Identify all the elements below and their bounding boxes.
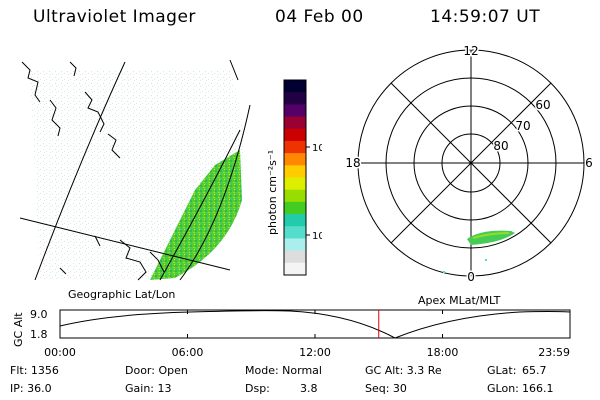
time-ticks [187,310,443,338]
sequence-number: Seq: 30 [365,382,407,395]
colorbar-graphic: 100 10 photon cm⁻²s⁻¹ [266,79,322,276]
gc-altitude: GC Alt: 3.3 Re [365,364,442,377]
door-status: Door: Open [125,364,188,377]
colorbar-stripe [284,214,306,227]
colorbar-stripe [284,80,306,93]
colorbar-stripe [284,104,306,118]
colorbar-stripe [284,238,306,252]
speckle [443,271,445,273]
title-bar: Ultraviolet Imager 04 Feb 00 14:59:07 UT [0,0,600,40]
glon-label: GLon: [487,382,519,395]
polar-grid: 12 18 6 0 60 70 80 [344,43,594,286]
longitude-line [34,61,126,281]
colorbar-stripe [284,226,306,239]
colorbar-unit-label: photon cm⁻²s⁻¹ [266,150,279,235]
mlt-diagonal [390,82,552,244]
mlt-label-12: 12 [463,44,478,58]
altitude-plot: GC Alt 9.0 1.8 00:00 06:00 12:00 18:00 2… [0,300,600,360]
colorbar-frame [283,79,307,276]
dsp-label: Dsp: [245,382,270,395]
glat-value: 65.7 [522,364,547,377]
colorbar-stripe [284,153,306,166]
altitude-ymin-label: 1.8 [30,328,48,341]
time-tick-label: 18:00 [427,346,459,359]
colorbar-stripe [284,177,306,191]
colorbar-stripe [284,262,306,276]
polar-panel: 12 18 6 0 60 70 80 Apex MLat/MLT [335,40,600,308]
lat-label-70: 70 [515,119,530,133]
longitude-line [159,129,241,281]
flight-number: Flt: 1356 [10,364,59,377]
polar-plot: 12 18 6 0 60 70 80 [344,43,594,286]
lat-label-80: 80 [493,139,508,153]
time-tick-label: 06:00 [172,346,204,359]
polar-aurora-core [472,232,510,239]
coastlines [21,59,239,281]
colorbar: 100 10 photon cm⁻²s⁻¹ [262,75,322,285]
polar-panel-label: Apex MLat/MLT [418,294,501,307]
speckle [485,259,487,261]
geographic-image-panel: Geographic Lat/Lon [0,40,270,301]
colorbar-stripe [284,92,306,105]
longitude-line [179,104,251,281]
altitude-curve [59,310,571,339]
colorbar-stripe [284,189,306,203]
geographic-image [19,59,251,281]
altitude-plot-graphic: GC Alt 9.0 1.8 00:00 06:00 12:00 18:00 2… [12,308,571,359]
altitude-plot-ylabel: GC Alt [12,312,25,347]
mlt-label-18: 18 [345,156,360,170]
colorbar-stripes [284,80,306,276]
observation-time: 14:59:07 UT [430,7,541,27]
glon-value: 166.1 [522,382,554,395]
geographic-panel-label: Geographic Lat/Lon [68,288,176,301]
colorbar-stripe [284,250,306,264]
mode-status: Mode: Normal [245,364,322,377]
polar-aurora-patch [467,230,515,245]
ip-value: IP: 36.0 [10,382,52,395]
time-tick-label: 23:59 [538,346,570,359]
lat-label-60: 60 [535,98,550,112]
observation-date: 04 Feb 00 [275,7,364,27]
colorbar-stripe [284,140,306,154]
colorbar-stripe [284,201,306,215]
time-tick-label: 00:00 [44,346,76,359]
glat-label: GLat: [487,364,517,377]
colorbar-stripe [284,165,306,178]
altitude-ymax-label: 9.0 [30,308,48,321]
mlt-label-0: 0 [467,270,475,284]
colorbar-stripe [284,128,306,142]
instrument-title: Ultraviolet Imager [33,7,196,27]
time-tick-label: 12:00 [299,346,331,359]
mlt-label-6: 6 [585,156,593,170]
colorbar-tick-label: 100 [312,143,322,154]
dsp-value: 3.8 [300,382,318,395]
colorbar-tick-label: 10 [312,231,322,242]
gain-value: Gain: 13 [125,382,172,395]
colorbar-stripe [284,116,306,130]
